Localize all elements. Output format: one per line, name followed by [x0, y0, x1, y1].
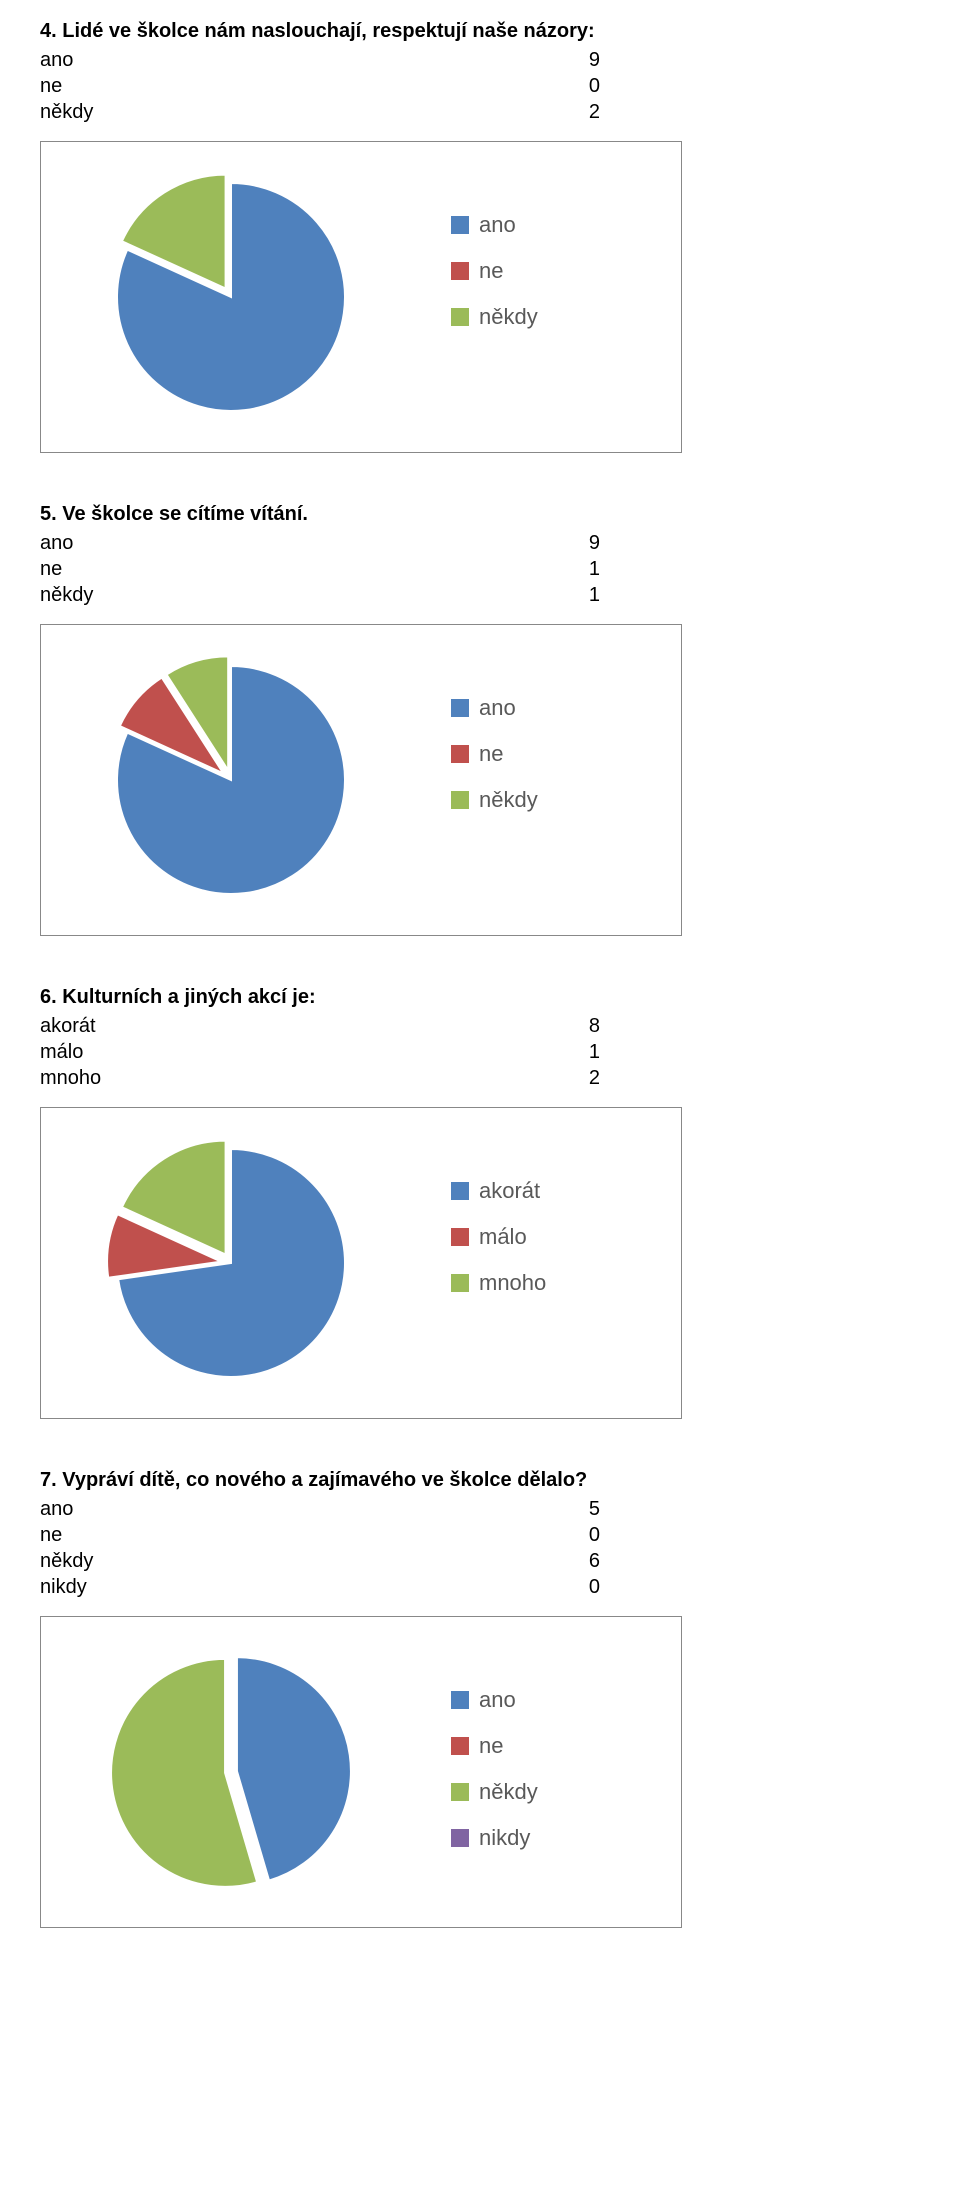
answer-label: akorát — [40, 1013, 96, 1039]
question-title: 5. Ve školce se cítíme vítání. — [40, 503, 920, 526]
legend-label: ano — [479, 1687, 516, 1713]
pie-chart — [101, 1642, 361, 1902]
legend-item: ano — [451, 695, 538, 721]
answer-label: ano — [40, 1496, 73, 1522]
answer-value: 0 — [589, 73, 600, 99]
legend-label: někdy — [479, 1779, 538, 1805]
answer-row: mnoho 2 — [40, 1065, 600, 1091]
answer-label: nikdy — [40, 1574, 87, 1600]
answer-row: ne 0 — [40, 1522, 600, 1548]
answer-value: 8 — [589, 1013, 600, 1039]
chart-container: ano ne někdy nikdy — [40, 1616, 682, 1928]
legend-swatch — [451, 216, 469, 234]
legend-label: ne — [479, 258, 503, 284]
legend-swatch — [451, 262, 469, 280]
legend-swatch — [451, 699, 469, 717]
chart-legend: akorát málo mnoho — [451, 1178, 546, 1316]
legend-label: ne — [479, 1733, 503, 1759]
answer-value: 2 — [589, 1065, 600, 1091]
question-block: 4. Lidé ve školce nám naslouchají, respe… — [40, 20, 920, 453]
answer-label: ne — [40, 556, 62, 582]
legend-item: někdy — [451, 304, 538, 330]
answer-row: ano 9 — [40, 530, 600, 556]
legend-label: někdy — [479, 787, 538, 813]
answer-value: 9 — [589, 530, 600, 556]
legend-item: někdy — [451, 787, 538, 813]
answer-value: 2 — [589, 99, 600, 125]
chart-legend: ano ne někdy nikdy — [451, 1687, 538, 1871]
answer-row: ano 5 — [40, 1496, 600, 1522]
pie-chart — [101, 650, 361, 910]
legend-item: ne — [451, 1733, 538, 1759]
answer-label: někdy — [40, 582, 93, 608]
legend-swatch — [451, 1228, 469, 1246]
pie-chart — [101, 1133, 361, 1393]
legend-label: ano — [479, 212, 516, 238]
answer-label: někdy — [40, 1548, 93, 1574]
legend-item: akorát — [451, 1178, 546, 1204]
legend-label: mnoho — [479, 1270, 546, 1296]
answer-row: ano 9 — [40, 47, 600, 73]
chart-container: ano ne někdy — [40, 624, 682, 936]
answer-value: 1 — [589, 556, 600, 582]
legend-swatch — [451, 1274, 469, 1292]
legend-swatch — [451, 1783, 469, 1801]
answer-row: málo 1 — [40, 1039, 600, 1065]
answer-row: ne 0 — [40, 73, 600, 99]
legend-swatch — [451, 1182, 469, 1200]
legend-item: ne — [451, 258, 538, 284]
answer-row: ne 1 — [40, 556, 600, 582]
chart-legend: ano ne někdy — [451, 695, 538, 833]
answer-row: nikdy 0 — [40, 1574, 600, 1600]
answer-row: někdy 6 — [40, 1548, 600, 1574]
answer-value: 0 — [589, 1522, 600, 1548]
legend-swatch — [451, 308, 469, 326]
answer-label: ano — [40, 47, 73, 73]
legend-label: akorát — [479, 1178, 540, 1204]
chart-container: ano ne někdy — [40, 141, 682, 453]
answer-label: ano — [40, 530, 73, 556]
question-block: 7. Vypráví dítě, co nového a zajímavého … — [40, 1469, 920, 1928]
legend-swatch — [451, 1829, 469, 1847]
answer-row: akorát 8 — [40, 1013, 600, 1039]
legend-item: mnoho — [451, 1270, 546, 1296]
legend-label: nikdy — [479, 1825, 530, 1851]
legend-label: někdy — [479, 304, 538, 330]
answer-value: 1 — [589, 582, 600, 608]
legend-label: ne — [479, 741, 503, 767]
answer-label: ne — [40, 73, 62, 99]
legend-item: málo — [451, 1224, 546, 1250]
answer-value: 0 — [589, 1574, 600, 1600]
answer-value: 5 — [589, 1496, 600, 1522]
legend-swatch — [451, 745, 469, 763]
legend-swatch — [451, 1691, 469, 1709]
answer-value: 1 — [589, 1039, 600, 1065]
legend-label: ano — [479, 695, 516, 721]
legend-label: málo — [479, 1224, 527, 1250]
question-block: 6. Kulturních a jiných akcí je:akorát8má… — [40, 986, 920, 1419]
legend-item: ne — [451, 741, 538, 767]
chart-container: akorát málo mnoho — [40, 1107, 682, 1419]
answer-label: ne — [40, 1522, 62, 1548]
question-title: 6. Kulturních a jiných akcí je: — [40, 986, 920, 1009]
answer-value: 9 — [589, 47, 600, 73]
answer-label: někdy — [40, 99, 93, 125]
chart-legend: ano ne někdy — [451, 212, 538, 350]
question-block: 5. Ve školce se cítíme vítání.ano9ne1něk… — [40, 503, 920, 936]
legend-swatch — [451, 791, 469, 809]
answer-label: málo — [40, 1039, 83, 1065]
legend-item: ano — [451, 212, 538, 238]
legend-swatch — [451, 1737, 469, 1755]
pie-chart — [101, 167, 361, 427]
answer-row: někdy 1 — [40, 582, 600, 608]
question-title: 4. Lidé ve školce nám naslouchají, respe… — [40, 20, 920, 43]
legend-item: ano — [451, 1687, 538, 1713]
answer-label: mnoho — [40, 1065, 101, 1091]
legend-item: nikdy — [451, 1825, 538, 1851]
answer-value: 6 — [589, 1548, 600, 1574]
legend-item: někdy — [451, 1779, 538, 1805]
question-title: 7. Vypráví dítě, co nového a zajímavého … — [40, 1469, 920, 1492]
answer-row: někdy 2 — [40, 99, 600, 125]
